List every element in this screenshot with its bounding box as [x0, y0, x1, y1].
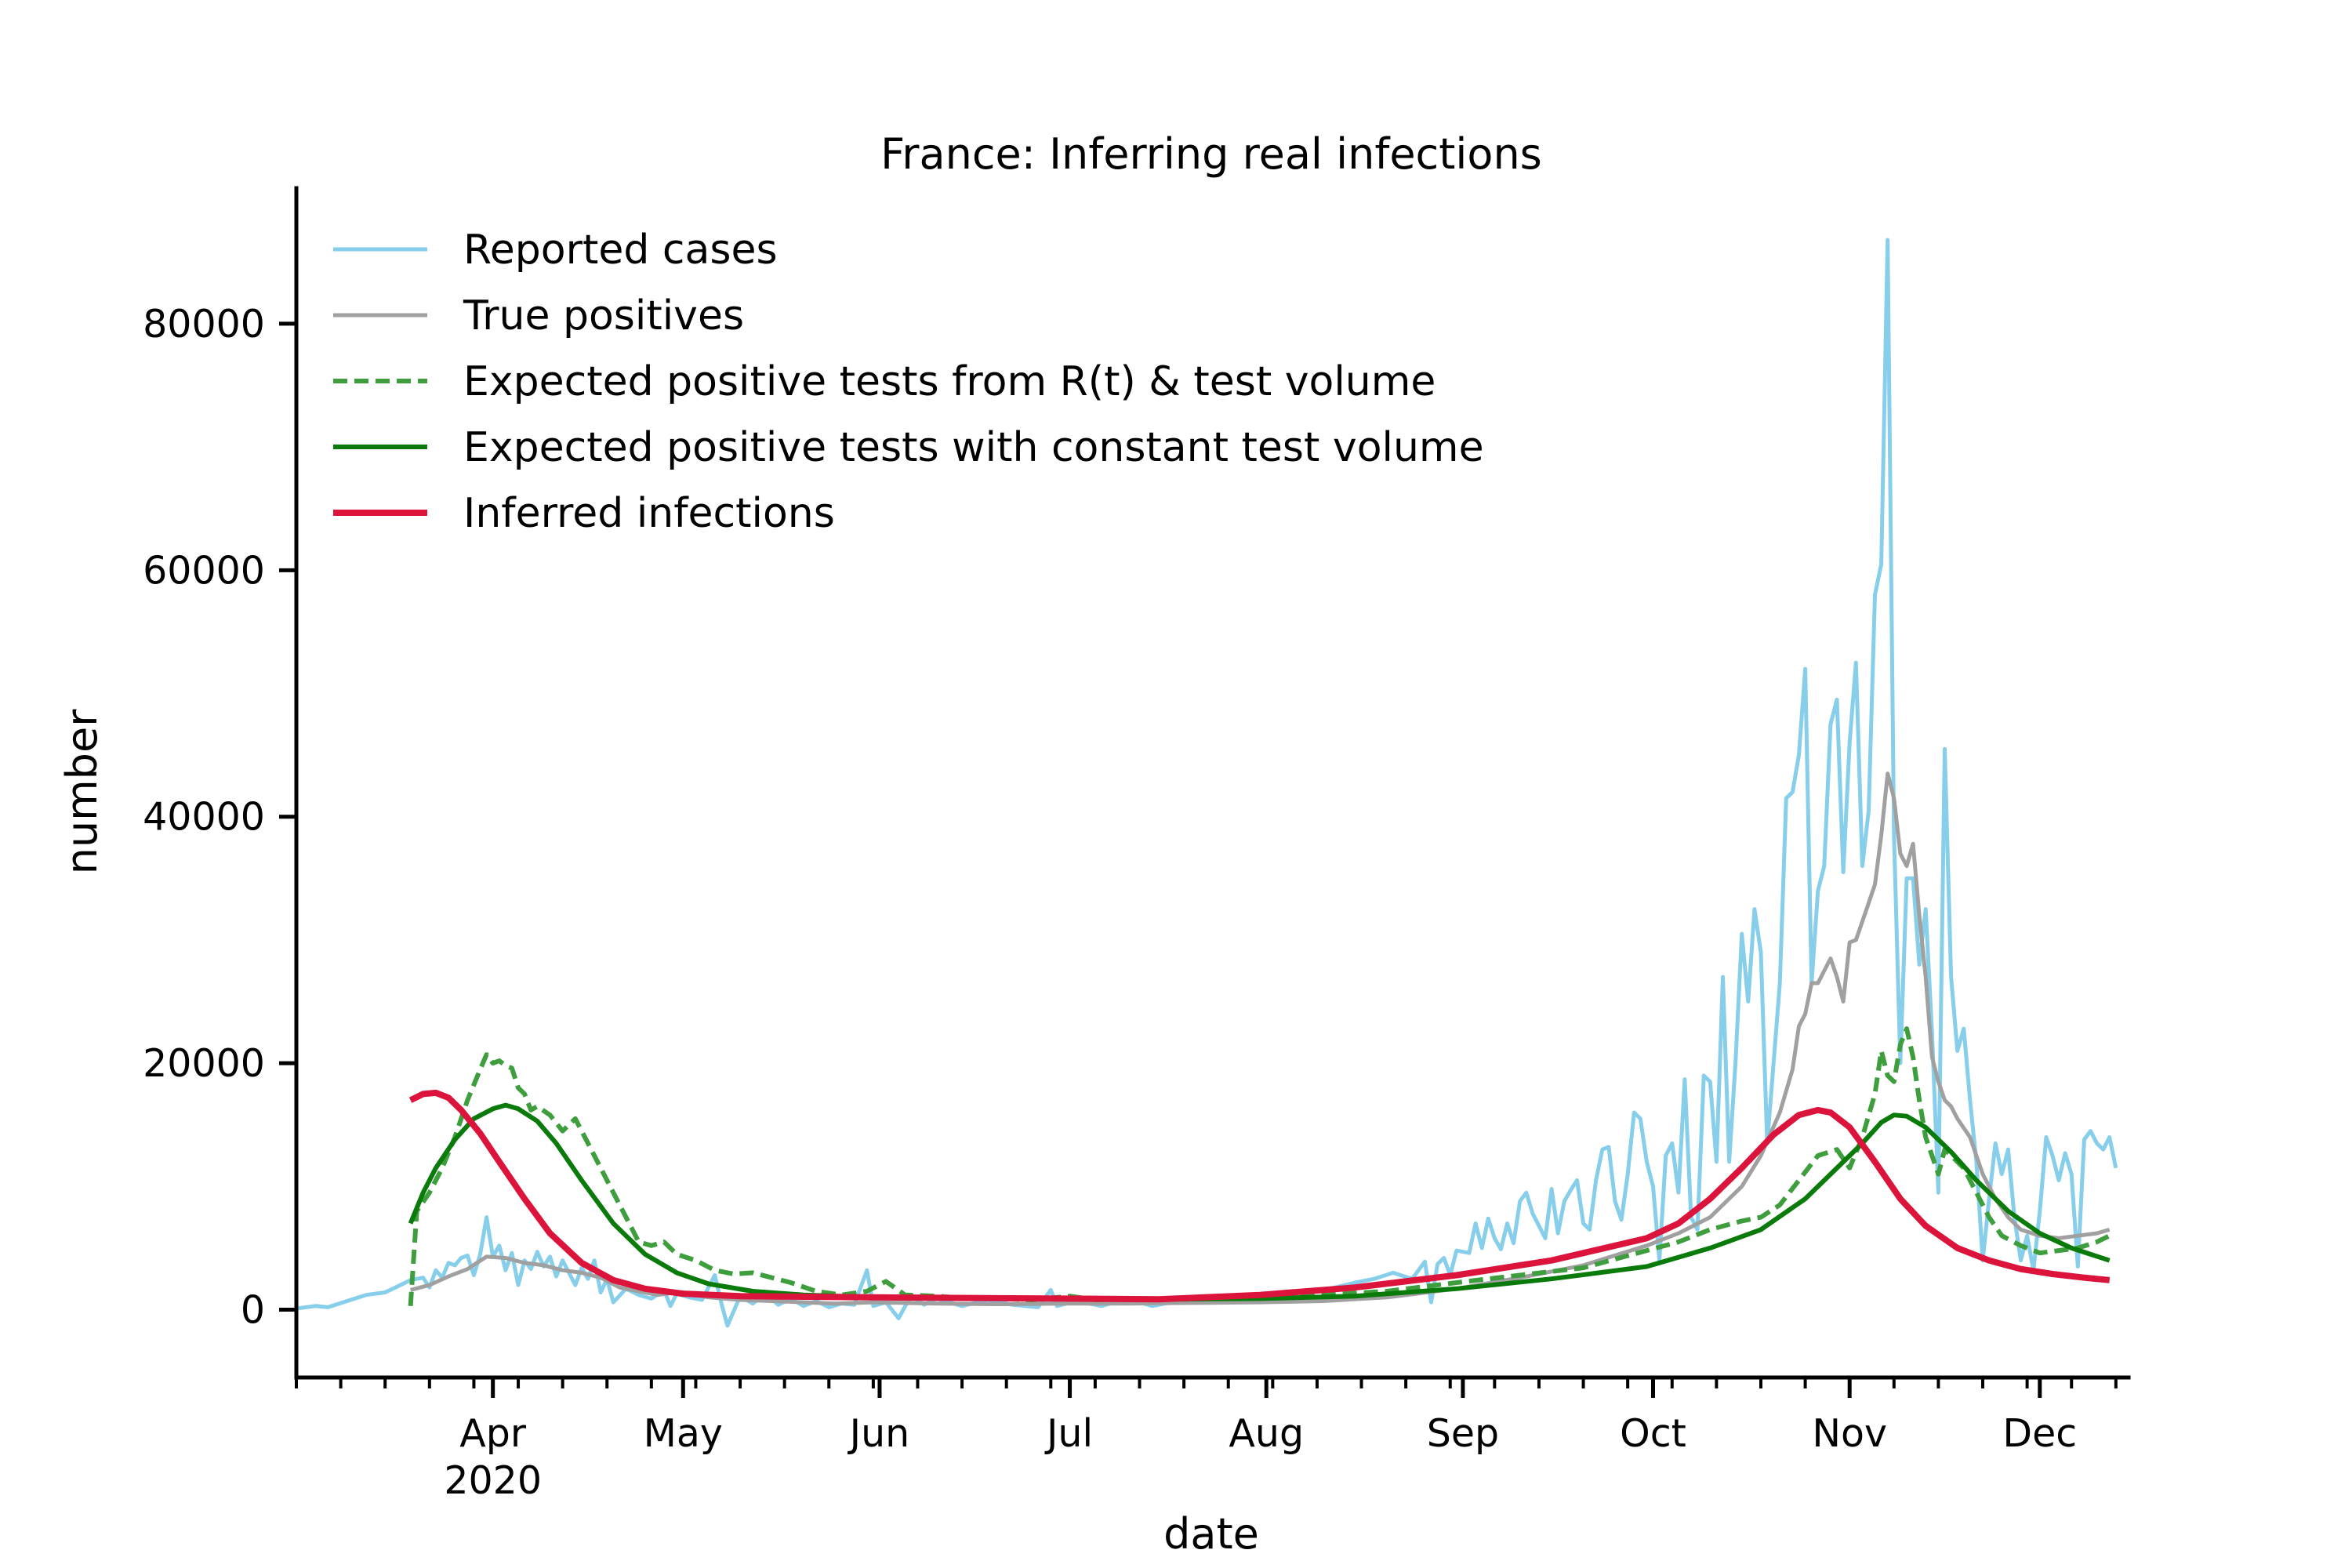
legend: Reported cases True positives Expected pos… — [333, 227, 1484, 537]
y-axis-title: number — [57, 709, 107, 875]
x-axis-title: date — [1163, 1509, 1259, 1559]
x-tick-label: Jun — [848, 1411, 910, 1456]
legend-label: Expected positive tests with constant te… — [463, 424, 1484, 471]
x-tick-label: Nov — [1812, 1411, 1887, 1456]
series-line-expected-positive-tests-from-r-t-test-volume — [408, 1026, 2111, 1306]
plot-area — [296, 238, 2118, 1328]
x-tick-label: Oct — [1620, 1411, 1686, 1456]
y-tick-label: 60000 — [143, 548, 265, 593]
x-tick-sublabel: 2020 — [444, 1458, 542, 1503]
y-tick-label: 80000 — [143, 302, 265, 347]
series-line-true-positives — [409, 771, 2111, 1306]
series-line-inferred-infections — [408, 1089, 2111, 1303]
chart-title: France: Inferring real infections — [880, 129, 1542, 179]
y-tick-label: 40000 — [143, 795, 265, 840]
x-tick-label: Aug — [1229, 1411, 1304, 1456]
y-tick-label: 20000 — [143, 1041, 265, 1086]
legend-label: True positives — [463, 292, 744, 339]
x-tick-label: Apr — [459, 1411, 527, 1456]
legend-label: Reported cases — [463, 227, 778, 274]
legend-label: Inferred infections — [463, 490, 835, 537]
y-tick-label: 0 — [241, 1288, 265, 1333]
x-tick-label: Dec — [2002, 1411, 2077, 1456]
x-tick-label: May — [644, 1411, 723, 1456]
legend-label: Expected positive tests from R(t) & test… — [463, 358, 1436, 405]
x-tick-label: Jul — [1044, 1411, 1093, 1456]
x-tick-label: Sep — [1427, 1411, 1499, 1456]
